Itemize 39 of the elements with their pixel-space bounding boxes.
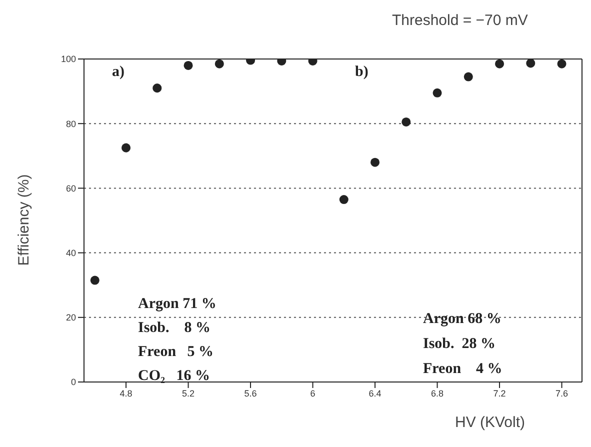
x-tick-label: 5.6 bbox=[244, 388, 257, 398]
point bbox=[370, 158, 380, 167]
y-tick-label: 20 bbox=[66, 312, 76, 323]
y-tick-label: 60 bbox=[66, 183, 76, 194]
chart-title: Threshold = −70 mV bbox=[392, 12, 528, 29]
y-tick-label: 40 bbox=[66, 248, 76, 258]
point bbox=[152, 84, 162, 93]
point bbox=[526, 59, 536, 68]
annotation: a) bbox=[112, 64, 124, 81]
annotation: Isob. 8 % bbox=[138, 320, 211, 337]
annotation: Isob. 28 % bbox=[423, 336, 496, 353]
point bbox=[214, 59, 224, 68]
point bbox=[122, 143, 131, 152]
point bbox=[90, 276, 100, 285]
annotation: Freon 4 % bbox=[423, 361, 502, 378]
x-tick-label: 6.8 bbox=[431, 388, 444, 398]
point bbox=[557, 59, 566, 68]
annotation: Argon 68 % bbox=[423, 311, 502, 328]
annotation: Freon 5 % bbox=[138, 344, 214, 361]
point bbox=[339, 195, 348, 204]
y-tick-label: 100 bbox=[60, 54, 76, 64]
x-tick-label: 7.2 bbox=[493, 388, 506, 398]
point bbox=[432, 88, 442, 98]
point bbox=[464, 72, 473, 82]
y-axis-title: Efficiency (%) bbox=[16, 174, 32, 266]
x-tick-label: 7.6 bbox=[556, 388, 568, 398]
x-tick-label: 6.4 bbox=[368, 388, 382, 398]
x-tick-label: 4.8 bbox=[120, 388, 132, 398]
y-tick-label: 0 bbox=[70, 377, 76, 388]
x-tick-label: 6 bbox=[310, 388, 316, 398]
y-tick-label: 80 bbox=[66, 118, 76, 129]
point bbox=[495, 59, 504, 68]
x-axis-title: HV (KVolt) bbox=[455, 414, 526, 431]
annotation: CO₂ 16 % bbox=[138, 368, 210, 385]
x-tick-label: 5.2 bbox=[182, 388, 195, 398]
annotation: b) bbox=[355, 64, 368, 81]
annotation: Argon 71 % bbox=[138, 296, 216, 313]
point bbox=[184, 60, 193, 70]
point bbox=[402, 117, 411, 126]
